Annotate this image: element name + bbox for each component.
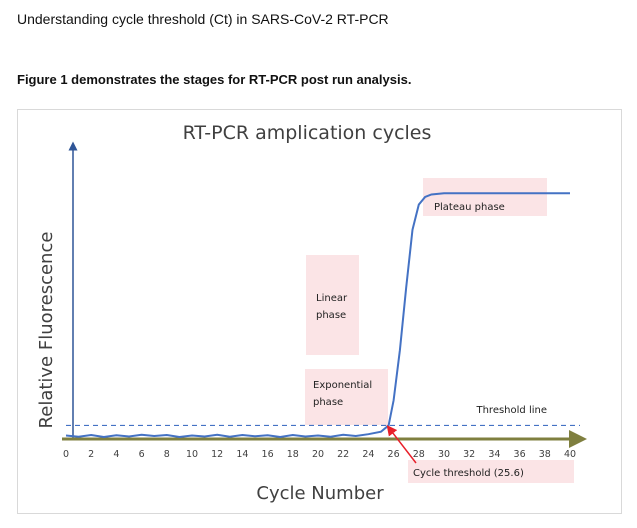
ct-label-box [408,460,574,483]
figure-caption: Figure 1 demonstrates the stages for RT-… [17,72,412,87]
x-tick-label: 22 [337,449,349,460]
x-tick-label: 0 [63,449,69,460]
exponential-phase-label-1: Exponential [313,380,372,391]
chart-frame [17,109,622,514]
x-tick-label: 28 [413,449,425,460]
x-tick-label: 6 [139,449,145,460]
x-tick-label: 2 [88,449,94,460]
x-tick-label: 26 [388,449,400,460]
x-tick-label: 38 [539,449,551,460]
x-tick-label: 20 [312,449,324,460]
plateau-phase-label: Plateau phase [434,202,505,213]
threshold-line-label: Threshold line [475,405,547,416]
chart-title: RT-PCR amplication cycles [183,122,432,144]
x-axis-title: Cycle Number [256,483,384,504]
x-tick-label: 18 [287,449,299,460]
x-tick-label: 40 [564,449,576,460]
linear-phase-box [306,255,359,355]
plateau-phase-box [423,178,547,216]
x-tick-label: 8 [164,449,170,460]
x-tick-label: 14 [236,449,248,460]
amplification-curve [65,192,570,439]
linear-phase-label-1: Linear [316,293,348,304]
exponential-phase-label-2: phase [313,397,343,408]
x-tick-label: 4 [113,449,119,460]
x-tick-label: 10 [186,449,198,460]
x-tick-label: 16 [262,449,274,460]
page-title: Understanding cycle threshold (Ct) in SA… [17,11,389,27]
ct-arrow [386,424,417,464]
x-tick-label: 12 [211,449,223,460]
x-tick-label: 36 [514,449,526,460]
cycle-threshold-label: Cycle threshold (25.6) [413,468,524,479]
exponential-phase-box [305,369,388,425]
x-tick-labels: 0 2 4 6 8 10 12 14 16 18 20 22 24 26 28 30 32 34 36 38 40 [63,449,576,460]
y-axis-title: Relative Fluorescence [36,232,57,429]
x-tick-label: 32 [463,449,475,460]
linear-phase-label-2: phase [316,310,346,321]
x-tick-label: 24 [362,449,374,460]
x-tick-label: 34 [488,449,500,460]
x-tick-label: 30 [438,449,450,460]
